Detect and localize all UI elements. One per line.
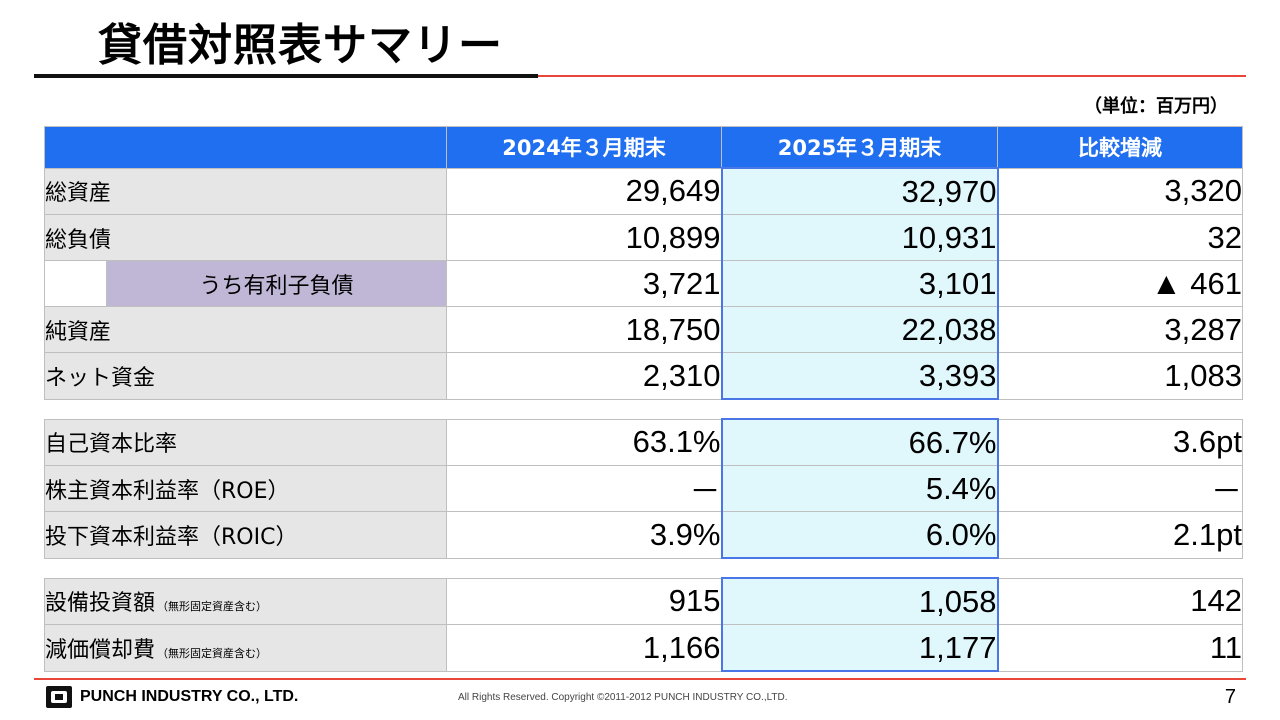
footer-rule (34, 678, 1246, 680)
row-label: 設備投資額 （無形固定資産含む） (44, 577, 447, 625)
table-row: 自己資本比率 63.1% 66.7% 3.6pt (44, 418, 1243, 466)
value-fy2024: 18,750 (446, 306, 722, 353)
table-row: うち有利子負債 3,721 3,101 ▲ 461 (44, 260, 1243, 307)
row-label: 減価償却費 （無形固定資産含む） (44, 624, 447, 672)
value-change: ▲ 461 (997, 260, 1243, 307)
value-change: 2.1pt (997, 511, 1243, 559)
value-fy2025: 3,101 (720, 260, 999, 307)
page-number: 7 (1224, 686, 1236, 708)
row-label: 純資産 (44, 306, 447, 353)
table-row: 減価償却費 （無形固定資産含む） 1,166 1,177 11 (44, 624, 1243, 672)
title-rule (538, 75, 1246, 77)
row-label: 投下資本利益率（ROIC） (44, 511, 447, 559)
value-fy2024: 2,310 (446, 352, 722, 400)
value-fy2025: 10,931 (720, 214, 999, 261)
ratios-table: 自己資本比率 63.1% 66.7% 3.6pt 株主資本利益率（ROE） － … (44, 418, 1243, 559)
value-fy2025: 5.4% (720, 465, 999, 512)
value-change: 32 (997, 214, 1243, 261)
row-sub-label: うち有利子負債 (106, 260, 447, 307)
company-name: PUNCH INDUSTRY CO., LTD. (80, 688, 299, 705)
row-label: ネット資金 (44, 352, 447, 400)
table-row: 純資産 18,750 22,038 3,287 (44, 306, 1243, 353)
header-fy2025: 2025年３月期末 (721, 126, 998, 169)
value-fy2025: 66.7% (720, 418, 999, 466)
value-fy2024: 29,649 (446, 167, 722, 215)
header-change: 比較増減 (997, 126, 1243, 169)
row-label: 総負債 (44, 214, 447, 261)
value-change: 1,083 (997, 352, 1243, 400)
value-fy2024: 915 (446, 577, 722, 625)
value-fy2025: 6.0% (720, 511, 999, 559)
row-label-note: （無形固定資産含む） (157, 646, 268, 660)
value-change: 3,287 (997, 306, 1243, 353)
value-change: 3.6pt (997, 418, 1243, 466)
value-change: 3,320 (997, 167, 1243, 215)
header-fy2024: 2024年３月期末 (446, 126, 722, 169)
row-label-text: 減価償却費 (45, 637, 156, 663)
value-change: 11 (997, 624, 1243, 672)
table-row: 設備投資額 （無形固定資産含む） 915 1,058 142 (44, 577, 1243, 625)
value-fy2025: 3,393 (720, 352, 999, 400)
value-fy2025: 1,177 (720, 624, 999, 672)
value-change: － (997, 465, 1243, 512)
value-fy2024: 10,899 (446, 214, 722, 261)
header-blank-cell (44, 126, 447, 169)
value-fy2025: 32,970 (720, 167, 999, 215)
copyright-text: All Rights Reserved. Copyright ©2011-201… (458, 692, 788, 703)
unit-label: （単位：百万円） (1084, 96, 1228, 117)
row-label: 総資産 (44, 167, 447, 215)
table-row: 総資産 29,649 32,970 3,320 (44, 167, 1243, 215)
table-row: 投下資本利益率（ROIC） 3.9% 6.0% 2.1pt (44, 511, 1243, 559)
title-underline (34, 74, 538, 78)
value-fy2024: 63.1% (446, 418, 722, 466)
table-row: ネット資金 2,310 3,393 1,083 (44, 352, 1243, 400)
indent-cell (44, 260, 107, 307)
row-label: 株主資本利益率（ROE） (44, 465, 447, 512)
value-fy2025: 1,058 (720, 577, 999, 625)
value-fy2024: － (446, 465, 722, 512)
value-change: 142 (997, 577, 1243, 625)
value-fy2024: 1,166 (446, 624, 722, 672)
row-label-text: 設備投資額 (45, 591, 156, 617)
company-logo-icon (46, 686, 72, 708)
balance-sheet-table: 2024年３月期末 2025年３月期末 比較増減 総資産 29,649 32,9… (44, 126, 1243, 400)
row-label-note: （無形固定資産含む） (157, 600, 268, 614)
value-fy2024: 3,721 (446, 260, 722, 307)
table-row: 総負債 10,899 10,931 32 (44, 214, 1243, 261)
table-header-row: 2024年３月期末 2025年３月期末 比較増減 (44, 126, 1243, 169)
page-title: 貸借対照表サマリー (98, 20, 503, 71)
row-label: 自己資本比率 (44, 418, 447, 466)
capex-table: 設備投資額 （無形固定資産含む） 915 1,058 142 減価償却費 （無形固定… (44, 577, 1243, 672)
table-row: 株主資本利益率（ROE） － 5.4% － (44, 465, 1243, 512)
value-fy2024: 3.9% (446, 511, 722, 559)
value-fy2025: 22,038 (720, 306, 999, 353)
